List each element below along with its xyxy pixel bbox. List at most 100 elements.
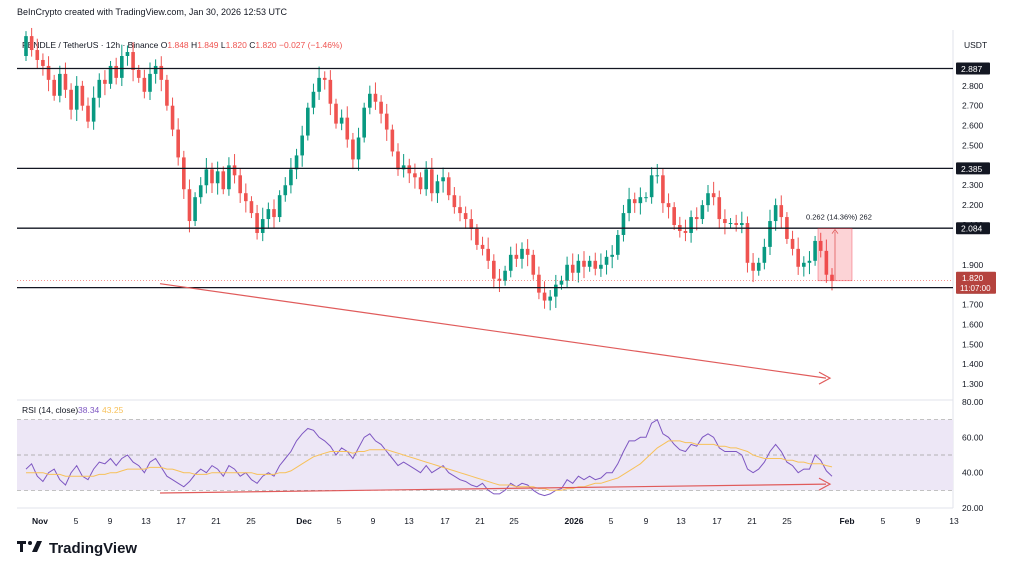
- candle-body: [232, 165, 237, 176]
- candle-body: [441, 177, 445, 182]
- price-axis-tick: 2.300: [962, 180, 984, 190]
- candle-body: [317, 77, 321, 92]
- candle-body: [610, 254, 614, 257]
- candle-body: [52, 79, 56, 96]
- candle-body: [627, 199, 631, 214]
- candle-body: [103, 79, 107, 84]
- level-price-label: 2.385: [961, 164, 983, 174]
- tradingview-brand[interactable]: TradingView: [17, 539, 137, 557]
- candle-body: [463, 213, 468, 220]
- candle-body: [249, 201, 254, 214]
- time-axis-tick: 21: [475, 516, 485, 526]
- change-value: −0.027 (−1.46%): [279, 40, 343, 50]
- candle-body: [80, 85, 85, 106]
- candle-body: [74, 85, 79, 110]
- candle-body: [227, 165, 231, 190]
- candle-body: [198, 185, 203, 198]
- candle-body: [260, 219, 265, 233]
- time-axis-tick: 5: [609, 516, 614, 526]
- candle-body: [593, 260, 598, 269]
- rsi-legend-title: RSI (14, close): [22, 405, 78, 415]
- candle-body: [813, 240, 817, 261]
- candle-body: [368, 93, 372, 108]
- time-axis-tick: 5: [881, 516, 886, 526]
- candle-body: [672, 207, 676, 226]
- candle-body: [475, 228, 479, 245]
- candle-body: [272, 209, 276, 218]
- candle-body: [238, 175, 242, 194]
- price-trendline: [159, 283, 827, 379]
- candle-body: [91, 97, 96, 122]
- candle-body: [796, 248, 800, 267]
- candle-body: [277, 195, 282, 218]
- candle-body: [142, 77, 147, 92]
- candle-body: [407, 165, 412, 174]
- candle-body: [294, 155, 299, 170]
- candle-body: [790, 238, 795, 249]
- candle-body: [86, 105, 90, 122]
- candle-body: [136, 69, 141, 78]
- time-axis-tick: 9: [644, 516, 649, 526]
- candle-body: [418, 177, 423, 190]
- candle-body: [69, 89, 73, 110]
- candle-body: [762, 246, 767, 263]
- candle-body: [446, 177, 451, 196]
- time-axis-tick: 13: [404, 516, 414, 526]
- candle-body: [63, 73, 68, 90]
- time-axis-tick: 13: [141, 516, 151, 526]
- symbol-legend[interactable]: PENDLE / TetherUS · 12h · Binance O1.848…: [22, 40, 342, 50]
- candle-body: [734, 223, 738, 226]
- candle-body: [176, 129, 180, 158]
- last-price-label: 1.820: [962, 273, 984, 283]
- rsi-ma-line: [26, 440, 833, 491]
- price-axis-tick: 1.900: [962, 260, 984, 270]
- candle-body: [159, 65, 164, 80]
- candle-body: [41, 59, 45, 66]
- price-axis-tick: 2.800: [962, 81, 984, 91]
- candle-body: [779, 205, 784, 218]
- candle-body: [165, 79, 169, 106]
- candle-body: [768, 221, 772, 247]
- candle-body: [469, 219, 474, 229]
- candle-body: [334, 103, 338, 124]
- candle-body: [390, 129, 395, 152]
- candle-body: [148, 73, 152, 92]
- price-axis-tick: 2.700: [962, 101, 984, 111]
- time-axis-tick: 21: [211, 516, 221, 526]
- close-label: C: [249, 40, 256, 50]
- candle-body: [531, 254, 536, 275]
- candle-body: [24, 36, 28, 56]
- time-axis-tick: 25: [246, 516, 256, 526]
- candle-body: [289, 169, 293, 186]
- candle-body: [706, 193, 710, 206]
- candle-body: [537, 274, 541, 293]
- currency-label[interactable]: USDT: [964, 40, 988, 50]
- measure-arrow-head: [831, 228, 839, 234]
- low-label: L: [220, 40, 226, 50]
- candle-body: [311, 91, 316, 108]
- level-price-tag: [956, 162, 990, 175]
- candle-body: [356, 137, 361, 160]
- candle-body: [655, 175, 660, 177]
- candle-body: [373, 93, 378, 102]
- candle-body: [244, 193, 248, 202]
- candle-body: [396, 151, 400, 170]
- candle-body: [666, 203, 671, 208]
- candle-body: [745, 223, 750, 263]
- time-axis-tick: 17: [712, 516, 722, 526]
- level-price-label: 2.084: [961, 224, 983, 234]
- high-label: H: [191, 40, 198, 50]
- candle-body: [187, 189, 192, 222]
- candle-body: [542, 292, 547, 301]
- candle-body: [740, 223, 744, 226]
- symbol-name[interactable]: PENDLE / TetherUS · 12h · Binance: [22, 40, 159, 50]
- candle-body: [587, 260, 592, 267]
- candle-body: [503, 270, 507, 281]
- candle-body: [582, 260, 586, 267]
- price-axis-tick: 2.500: [962, 140, 984, 150]
- time-axis-tick: 9: [916, 516, 921, 526]
- level-price-tag: [956, 62, 990, 75]
- candle-body: [322, 77, 327, 80]
- time-axis-tick: 9: [108, 516, 113, 526]
